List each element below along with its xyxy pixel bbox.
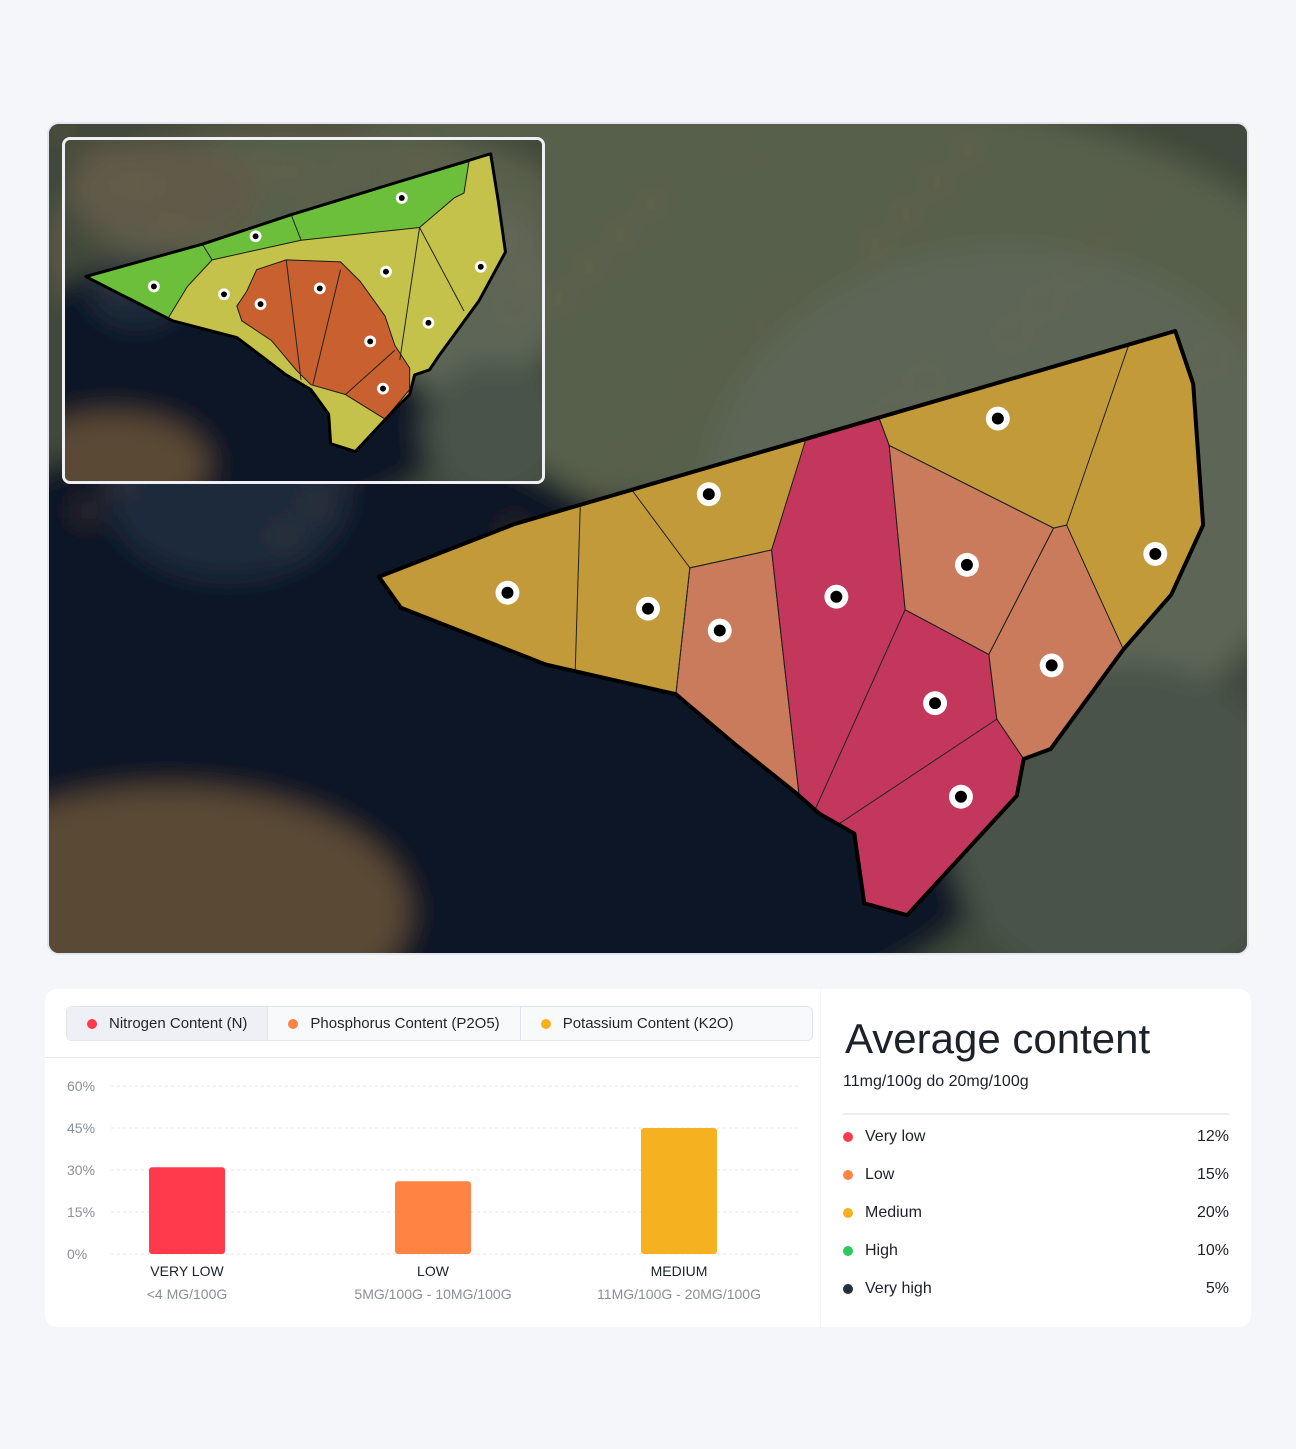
zone-border (419, 227, 465, 312)
sample-point-icon[interactable] (1039, 653, 1064, 678)
status-dot-icon (843, 1208, 853, 1218)
tab-potassium[interactable]: Potassium Content (K2O) (521, 1007, 754, 1040)
status-dot-icon (843, 1170, 853, 1180)
sample-point-icon[interactable] (923, 691, 948, 716)
zone-border (839, 718, 998, 825)
legend-label: Low (865, 1166, 895, 1183)
divider (45, 1057, 820, 1058)
sample-point-icon[interactable] (707, 618, 732, 643)
sample-point-icon[interactable] (313, 282, 326, 295)
sample-point-icon[interactable] (249, 230, 262, 243)
legend-label: High (865, 1242, 898, 1259)
bar-very-low[interactable] (149, 1167, 225, 1254)
zone-border (290, 214, 302, 241)
x-tick-sublabel: 5MG/100G - 10MG/100G (354, 1286, 511, 1302)
sample-point-icon[interactable] (474, 260, 487, 273)
x-tick-label: MEDIUM (651, 1263, 708, 1279)
zone-border (814, 609, 906, 809)
sample-point-icon[interactable] (422, 316, 435, 329)
sample-point-icon[interactable] (985, 406, 1010, 431)
sample-point-icon[interactable] (380, 265, 392, 278)
y-tick-label: 0% (67, 1246, 87, 1262)
legend-item-medium: Medium 20% (843, 1204, 1229, 1222)
legend-item-high: High 10% (843, 1242, 1229, 1260)
tab-label: Nitrogen Content (N) (109, 1015, 248, 1032)
zone-border (878, 345, 1129, 529)
field-map[interactable] (47, 122, 1249, 955)
x-tick-sublabel: 11MG/100G - 20MG/100G (597, 1286, 761, 1302)
tab-label: Phosphorus Content (P2O5) (310, 1015, 500, 1032)
inset-outline (84, 152, 507, 453)
sample-point-icon[interactable] (254, 298, 267, 311)
sample-point-icon[interactable] (218, 288, 230, 301)
sample-point-icon[interactable] (364, 335, 377, 348)
sample-point-icon[interactable] (636, 596, 660, 621)
bar-low[interactable] (395, 1181, 471, 1254)
divider (843, 1113, 1229, 1115)
sample-point-icon[interactable] (948, 784, 973, 809)
y-tick-label: 30% (67, 1162, 95, 1178)
range-text: 11mg/100g do 20mg/100g (843, 1073, 1029, 1090)
status-dot-icon (843, 1284, 853, 1294)
zone-border (574, 507, 581, 670)
x-tick-label: VERY LOW (150, 1263, 224, 1279)
legend-value: 10% (1196, 1242, 1229, 1259)
bar-chart: 0% 15% 30% 45% 60% VERY LOW <4 MG/100G LOW 5MG/1… (67, 1078, 801, 1302)
sample-point-icon[interactable] (377, 382, 389, 395)
legend-item-very-high: Very high 5% (843, 1280, 1229, 1298)
sample-point-icon[interactable] (824, 584, 849, 609)
y-tick-label: 45% (67, 1120, 95, 1136)
field-outline (376, 329, 1206, 918)
sample-point-icon[interactable] (495, 580, 520, 605)
zone-border (285, 259, 302, 380)
legend-label: Very low (865, 1128, 926, 1145)
nutrient-chart-panel: Nitrogen Content (N) Phosphorus Content … (45, 989, 820, 1327)
inset-zone-map (65, 140, 542, 481)
nitrogen-dot-icon (87, 1018, 97, 1029)
sample-point-icon[interactable] (696, 482, 721, 507)
status-dot-icon (843, 1246, 853, 1256)
legend-item-very-low: Very low 12% (843, 1128, 1229, 1146)
legend-value: 5% (1205, 1280, 1229, 1297)
tab-phosphorus[interactable]: Phosphorus Content (P2O5) (268, 1007, 521, 1040)
sample-point-icon[interactable] (954, 552, 979, 577)
sample-point-icon[interactable] (395, 192, 408, 204)
legend-value: 12% (1196, 1128, 1229, 1145)
tab-nitrogen[interactable]: Nitrogen Content (N) (67, 1007, 269, 1040)
sample-point-icon[interactable] (147, 280, 160, 293)
nutrient-tabs: Nitrogen Content (N) Phosphorus Content … (66, 1006, 813, 1041)
legend-value: 20% (1196, 1204, 1229, 1221)
status-dot-icon (843, 1132, 853, 1142)
zone-border (399, 227, 421, 361)
x-tick-sublabel: <4 MG/100G (147, 1286, 228, 1302)
y-tick-label: 60% (67, 1078, 95, 1094)
potassium-dot-icon (540, 1018, 551, 1029)
zone-border (689, 549, 772, 569)
bar-medium[interactable] (641, 1128, 717, 1254)
zone-border (201, 243, 213, 261)
legend-value: 15% (1196, 1166, 1229, 1183)
legend-item-low: Low 15% (843, 1166, 1229, 1184)
legend-label: Very high (865, 1280, 932, 1297)
tab-label: Potassium Content (K2O) (562, 1015, 734, 1032)
y-tick-label: 15% (67, 1204, 95, 1220)
zone-border (312, 269, 342, 385)
overview-inset-map[interactable] (62, 137, 545, 484)
zone-border (345, 349, 396, 395)
phosphorus-dot-icon (288, 1018, 299, 1029)
x-tick-label: LOW (417, 1263, 450, 1279)
legend-label: Medium (865, 1204, 922, 1221)
panel-title: Average content (845, 1015, 1151, 1062)
sample-point-icon[interactable] (1143, 541, 1168, 566)
average-content-panel: Average content 11mg/100g do 20mg/100g V… (821, 989, 1251, 1327)
